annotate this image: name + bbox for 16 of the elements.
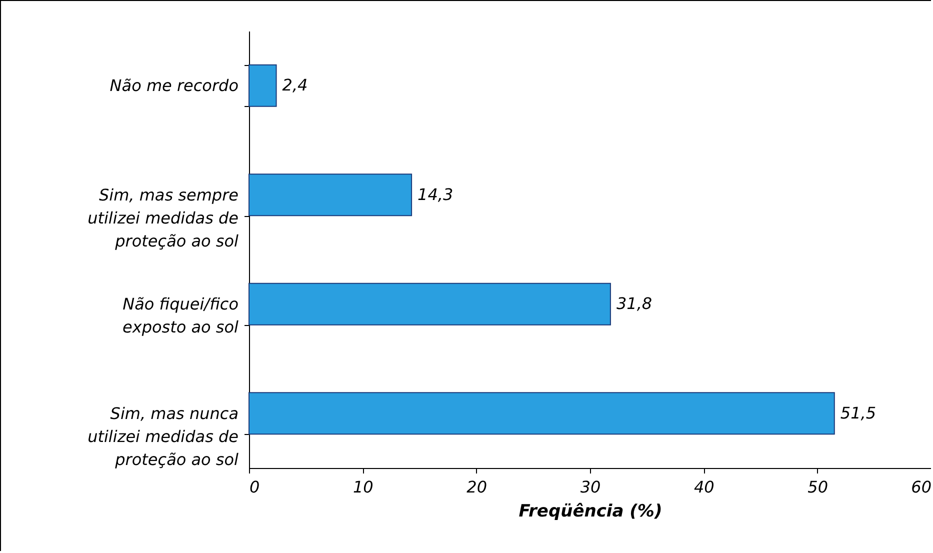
x-tick-label: 40 — [694, 478, 714, 496]
x-tick-label: 30 — [580, 478, 601, 496]
x-tick-label: 50 — [808, 478, 828, 496]
y-tick-label: Não me recordo — [110, 76, 239, 96]
x-axis-title: Freqüência (%) — [518, 502, 662, 522]
data-label: 14,3 — [418, 184, 454, 204]
x-tick-label: 0 — [250, 478, 260, 496]
x-tick-label: 60 — [911, 478, 932, 496]
data-label: 31,8 — [616, 294, 652, 314]
y-tick-label: Não fiquei/fico exposto ao sol — [122, 294, 240, 337]
data-label: 2,4 — [282, 76, 308, 95]
x-tick-label: 20 — [466, 478, 488, 496]
y-tick-label: Sim, mas nunca utilizei medidas de proteção ao sol — [88, 404, 240, 469]
y-tick-label: Sim, mas sempre utilizei medidas de proteção ao sol — [88, 185, 240, 250]
data-label: 51,5 — [840, 403, 876, 422]
x-tick-label: 10 — [352, 478, 374, 496]
